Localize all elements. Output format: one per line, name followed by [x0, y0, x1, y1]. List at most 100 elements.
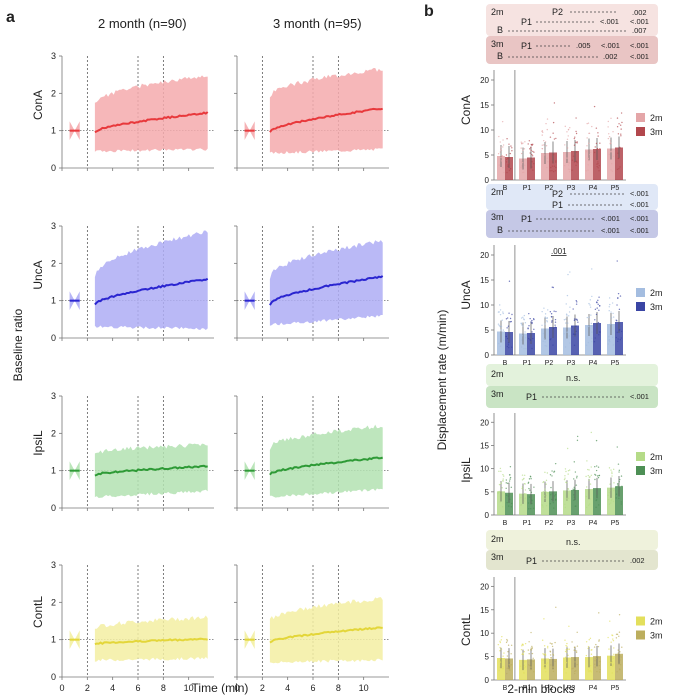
data-point	[611, 471, 613, 473]
y-tick-label: 3	[51, 51, 56, 61]
data-point	[566, 314, 568, 316]
legend-label-2m: 2m	[650, 113, 663, 123]
data-point	[609, 340, 611, 343]
panel-a-label: a	[6, 9, 15, 26]
bar-B-2m	[497, 331, 505, 355]
data-point	[549, 170, 551, 172]
data-point	[563, 164, 566, 167]
data-point	[597, 476, 600, 479]
x-tick-label: P1	[523, 520, 532, 527]
x-tick-label: P5	[611, 685, 620, 692]
x-tick-label: 4	[285, 683, 290, 693]
stat-text: n.s.	[566, 537, 581, 547]
data-point	[589, 637, 592, 640]
data-point	[589, 483, 592, 485]
data-point	[510, 502, 513, 505]
data-point	[520, 503, 523, 506]
data-point	[621, 121, 623, 124]
data-point	[521, 486, 524, 488]
data-point	[507, 495, 510, 497]
data-point	[595, 465, 598, 467]
y-tick-label: 20	[480, 582, 489, 591]
data-point	[550, 313, 553, 315]
x-tick-label: P1	[523, 185, 532, 192]
confidence-band	[269, 240, 383, 326]
bar-P3-3m	[571, 657, 579, 680]
data-point	[508, 480, 511, 482]
data-point	[564, 322, 567, 324]
data-point	[576, 477, 578, 479]
bar-P3-3m	[571, 489, 579, 515]
data-point	[524, 141, 526, 143]
data-point	[593, 105, 596, 108]
data-point	[597, 321, 600, 324]
data-point	[545, 671, 547, 673]
y-tick-label: 20	[480, 251, 489, 260]
x-tick-label: P3	[567, 185, 576, 192]
data-point	[586, 137, 588, 139]
data-point	[576, 301, 578, 303]
data-point	[542, 506, 544, 508]
legend-label-3m: 3m	[650, 127, 663, 137]
data-point	[585, 641, 588, 643]
data-point	[590, 151, 592, 154]
data-point	[607, 498, 610, 501]
data-point	[507, 644, 510, 646]
data-point	[568, 469, 571, 471]
data-point	[588, 671, 590, 673]
data-point	[607, 126, 609, 128]
bar-P3-3m	[571, 151, 579, 180]
data-point	[529, 339, 532, 341]
legend-swatch-2m	[636, 452, 645, 461]
data-point	[528, 140, 531, 142]
data-point	[567, 168, 570, 170]
data-point	[532, 507, 535, 509]
data-point	[618, 663, 620, 666]
data-point	[616, 671, 618, 673]
x-tick-label: 8	[161, 683, 166, 693]
stat-text: B	[497, 51, 503, 61]
data-point	[609, 140, 612, 142]
data-point	[545, 483, 547, 485]
stat-text: P1	[521, 41, 532, 51]
bar-P3-2m	[563, 490, 571, 515]
data-point	[523, 314, 526, 317]
stats-box-uncA: 2m P2 <.001 P1 <.001 3m P1 <.001 <.001 B…	[486, 184, 658, 238]
y-tick-label: 15	[480, 441, 489, 450]
data-point	[552, 121, 555, 124]
y-tick-label: 0	[485, 351, 490, 360]
data-point	[542, 340, 544, 343]
data-point	[594, 666, 596, 668]
stats-box-conA: 2m P2 .002 P1 <.001 <.001 B .007 3m P1 .…	[486, 4, 658, 64]
data-point	[587, 670, 590, 672]
data-point	[575, 132, 578, 135]
data-point	[610, 311, 612, 313]
data-point	[501, 319, 503, 321]
legend-label-3m: 3m	[650, 302, 663, 312]
data-point	[598, 671, 601, 673]
baseline-band	[69, 630, 80, 649]
data-point	[507, 666, 510, 669]
data-point	[522, 325, 524, 327]
data-point	[596, 307, 598, 309]
data-point	[546, 472, 549, 474]
data-point	[590, 325, 593, 327]
data-point	[551, 321, 553, 323]
data-point	[575, 164, 577, 166]
y-tick-label: 0	[51, 163, 56, 173]
data-point	[590, 653, 593, 655]
data-point	[527, 664, 530, 666]
data-point	[573, 318, 576, 320]
data-point	[510, 644, 513, 647]
data-point	[552, 666, 554, 668]
data-point	[552, 653, 554, 655]
data-point	[550, 486, 552, 489]
data-point	[521, 167, 523, 169]
data-point	[618, 471, 620, 473]
data-point	[551, 645, 554, 648]
data-point	[588, 469, 590, 471]
y-tick-label: 0	[51, 503, 56, 513]
stat-text: <.001	[630, 17, 649, 26]
data-point	[543, 497, 546, 500]
data-point	[545, 494, 548, 497]
